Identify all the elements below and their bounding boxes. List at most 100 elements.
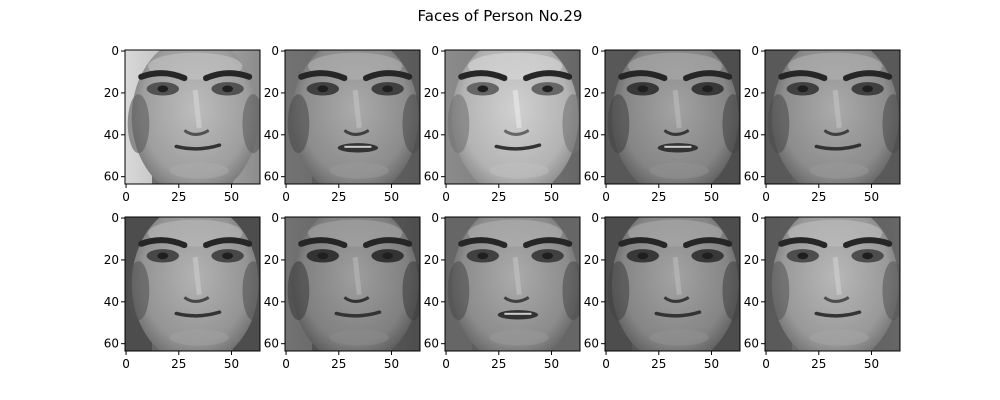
y-tick-label: 60 — [264, 170, 279, 184]
x-tick-label: 25 — [491, 357, 506, 371]
x-tick-label: 50 — [544, 357, 559, 371]
axes-frame — [764, 216, 901, 352]
y-tick-label: 20 — [104, 86, 119, 100]
y-tick-label: 20 — [424, 253, 439, 267]
y-tick-label: 20 — [744, 86, 759, 100]
x-tick-label: 0 — [602, 357, 610, 371]
x-tick-label: 25 — [651, 190, 666, 204]
x-tick-label: 50 — [864, 357, 879, 371]
y-tick-label: 0 — [431, 211, 439, 225]
axes-frame — [604, 49, 741, 185]
y-tick-label: 40 — [584, 128, 599, 142]
x-tick-label: 0 — [282, 357, 290, 371]
y-tick-label: 40 — [744, 128, 759, 142]
y-tick-label: 0 — [111, 211, 119, 225]
face-image — [125, 50, 260, 184]
x-tick-label: 0 — [442, 190, 450, 204]
x-tick-label: 0 — [122, 357, 130, 371]
y-tick-label: 20 — [584, 86, 599, 100]
y-tick-label: 20 — [264, 253, 279, 267]
axes-frame — [764, 49, 901, 185]
y-tick-label: 60 — [744, 337, 759, 351]
x-tick-label: 0 — [282, 190, 290, 204]
x-tick-label: 25 — [811, 357, 826, 371]
y-tick-label: 20 — [584, 253, 599, 267]
y-tick-label: 0 — [271, 44, 279, 58]
face-image — [125, 217, 260, 351]
y-tick-label: 60 — [104, 337, 119, 351]
x-tick-label: 25 — [811, 190, 826, 204]
x-tick-label: 0 — [122, 190, 130, 204]
y-tick-label: 40 — [264, 128, 279, 142]
face-image — [605, 217, 740, 351]
y-tick-label: 40 — [104, 295, 119, 309]
y-tick-label: 20 — [104, 253, 119, 267]
x-tick-label: 50 — [544, 190, 559, 204]
y-tick-label: 20 — [744, 253, 759, 267]
y-tick-label: 40 — [584, 295, 599, 309]
x-tick-label: 25 — [651, 357, 666, 371]
y-tick-label: 60 — [264, 337, 279, 351]
axes-frame — [124, 216, 261, 352]
y-tick-label: 20 — [264, 86, 279, 100]
face-image — [605, 50, 740, 184]
y-tick-label: 40 — [264, 295, 279, 309]
x-tick-label: 50 — [224, 190, 239, 204]
y-tick-label: 40 — [104, 128, 119, 142]
x-tick-label: 50 — [864, 190, 879, 204]
y-tick-label: 60 — [104, 170, 119, 184]
y-tick-label: 60 — [744, 170, 759, 184]
axes-frame — [444, 49, 581, 185]
x-tick-label: 25 — [491, 190, 506, 204]
x-tick-label: 0 — [602, 190, 610, 204]
y-tick-label: 40 — [744, 295, 759, 309]
x-tick-label: 50 — [704, 190, 719, 204]
y-tick-label: 0 — [751, 211, 759, 225]
face-image — [765, 50, 900, 184]
x-tick-label: 50 — [224, 357, 239, 371]
y-tick-label: 0 — [591, 211, 599, 225]
x-tick-label: 25 — [171, 190, 186, 204]
axes-frame — [284, 216, 421, 352]
y-tick-label: 60 — [584, 337, 599, 351]
axes-frame — [444, 216, 581, 352]
face-image — [445, 50, 580, 184]
x-tick-label: 50 — [384, 190, 399, 204]
y-tick-label: 0 — [591, 44, 599, 58]
y-tick-label: 40 — [424, 295, 439, 309]
y-tick-label: 60 — [424, 337, 439, 351]
y-tick-label: 0 — [751, 44, 759, 58]
y-tick-label: 40 — [424, 128, 439, 142]
y-tick-label: 0 — [111, 44, 119, 58]
axes-frame — [124, 49, 261, 185]
x-tick-label: 0 — [762, 190, 770, 204]
x-tick-label: 25 — [171, 357, 186, 371]
x-tick-label: 50 — [704, 357, 719, 371]
face-image — [765, 217, 900, 351]
y-tick-label: 60 — [424, 170, 439, 184]
x-tick-label: 0 — [762, 357, 770, 371]
y-tick-label: 20 — [424, 86, 439, 100]
figure-title: Faces of Person No.29 — [417, 7, 583, 25]
face-image — [445, 217, 580, 351]
x-tick-label: 50 — [384, 357, 399, 371]
x-tick-label: 25 — [331, 190, 346, 204]
x-tick-label: 0 — [442, 357, 450, 371]
axes-frame — [284, 49, 421, 185]
y-tick-label: 60 — [584, 170, 599, 184]
x-tick-label: 25 — [331, 357, 346, 371]
face-image — [285, 217, 420, 351]
face-image — [285, 50, 420, 184]
y-tick-label: 0 — [431, 44, 439, 58]
y-tick-label: 0 — [271, 211, 279, 225]
